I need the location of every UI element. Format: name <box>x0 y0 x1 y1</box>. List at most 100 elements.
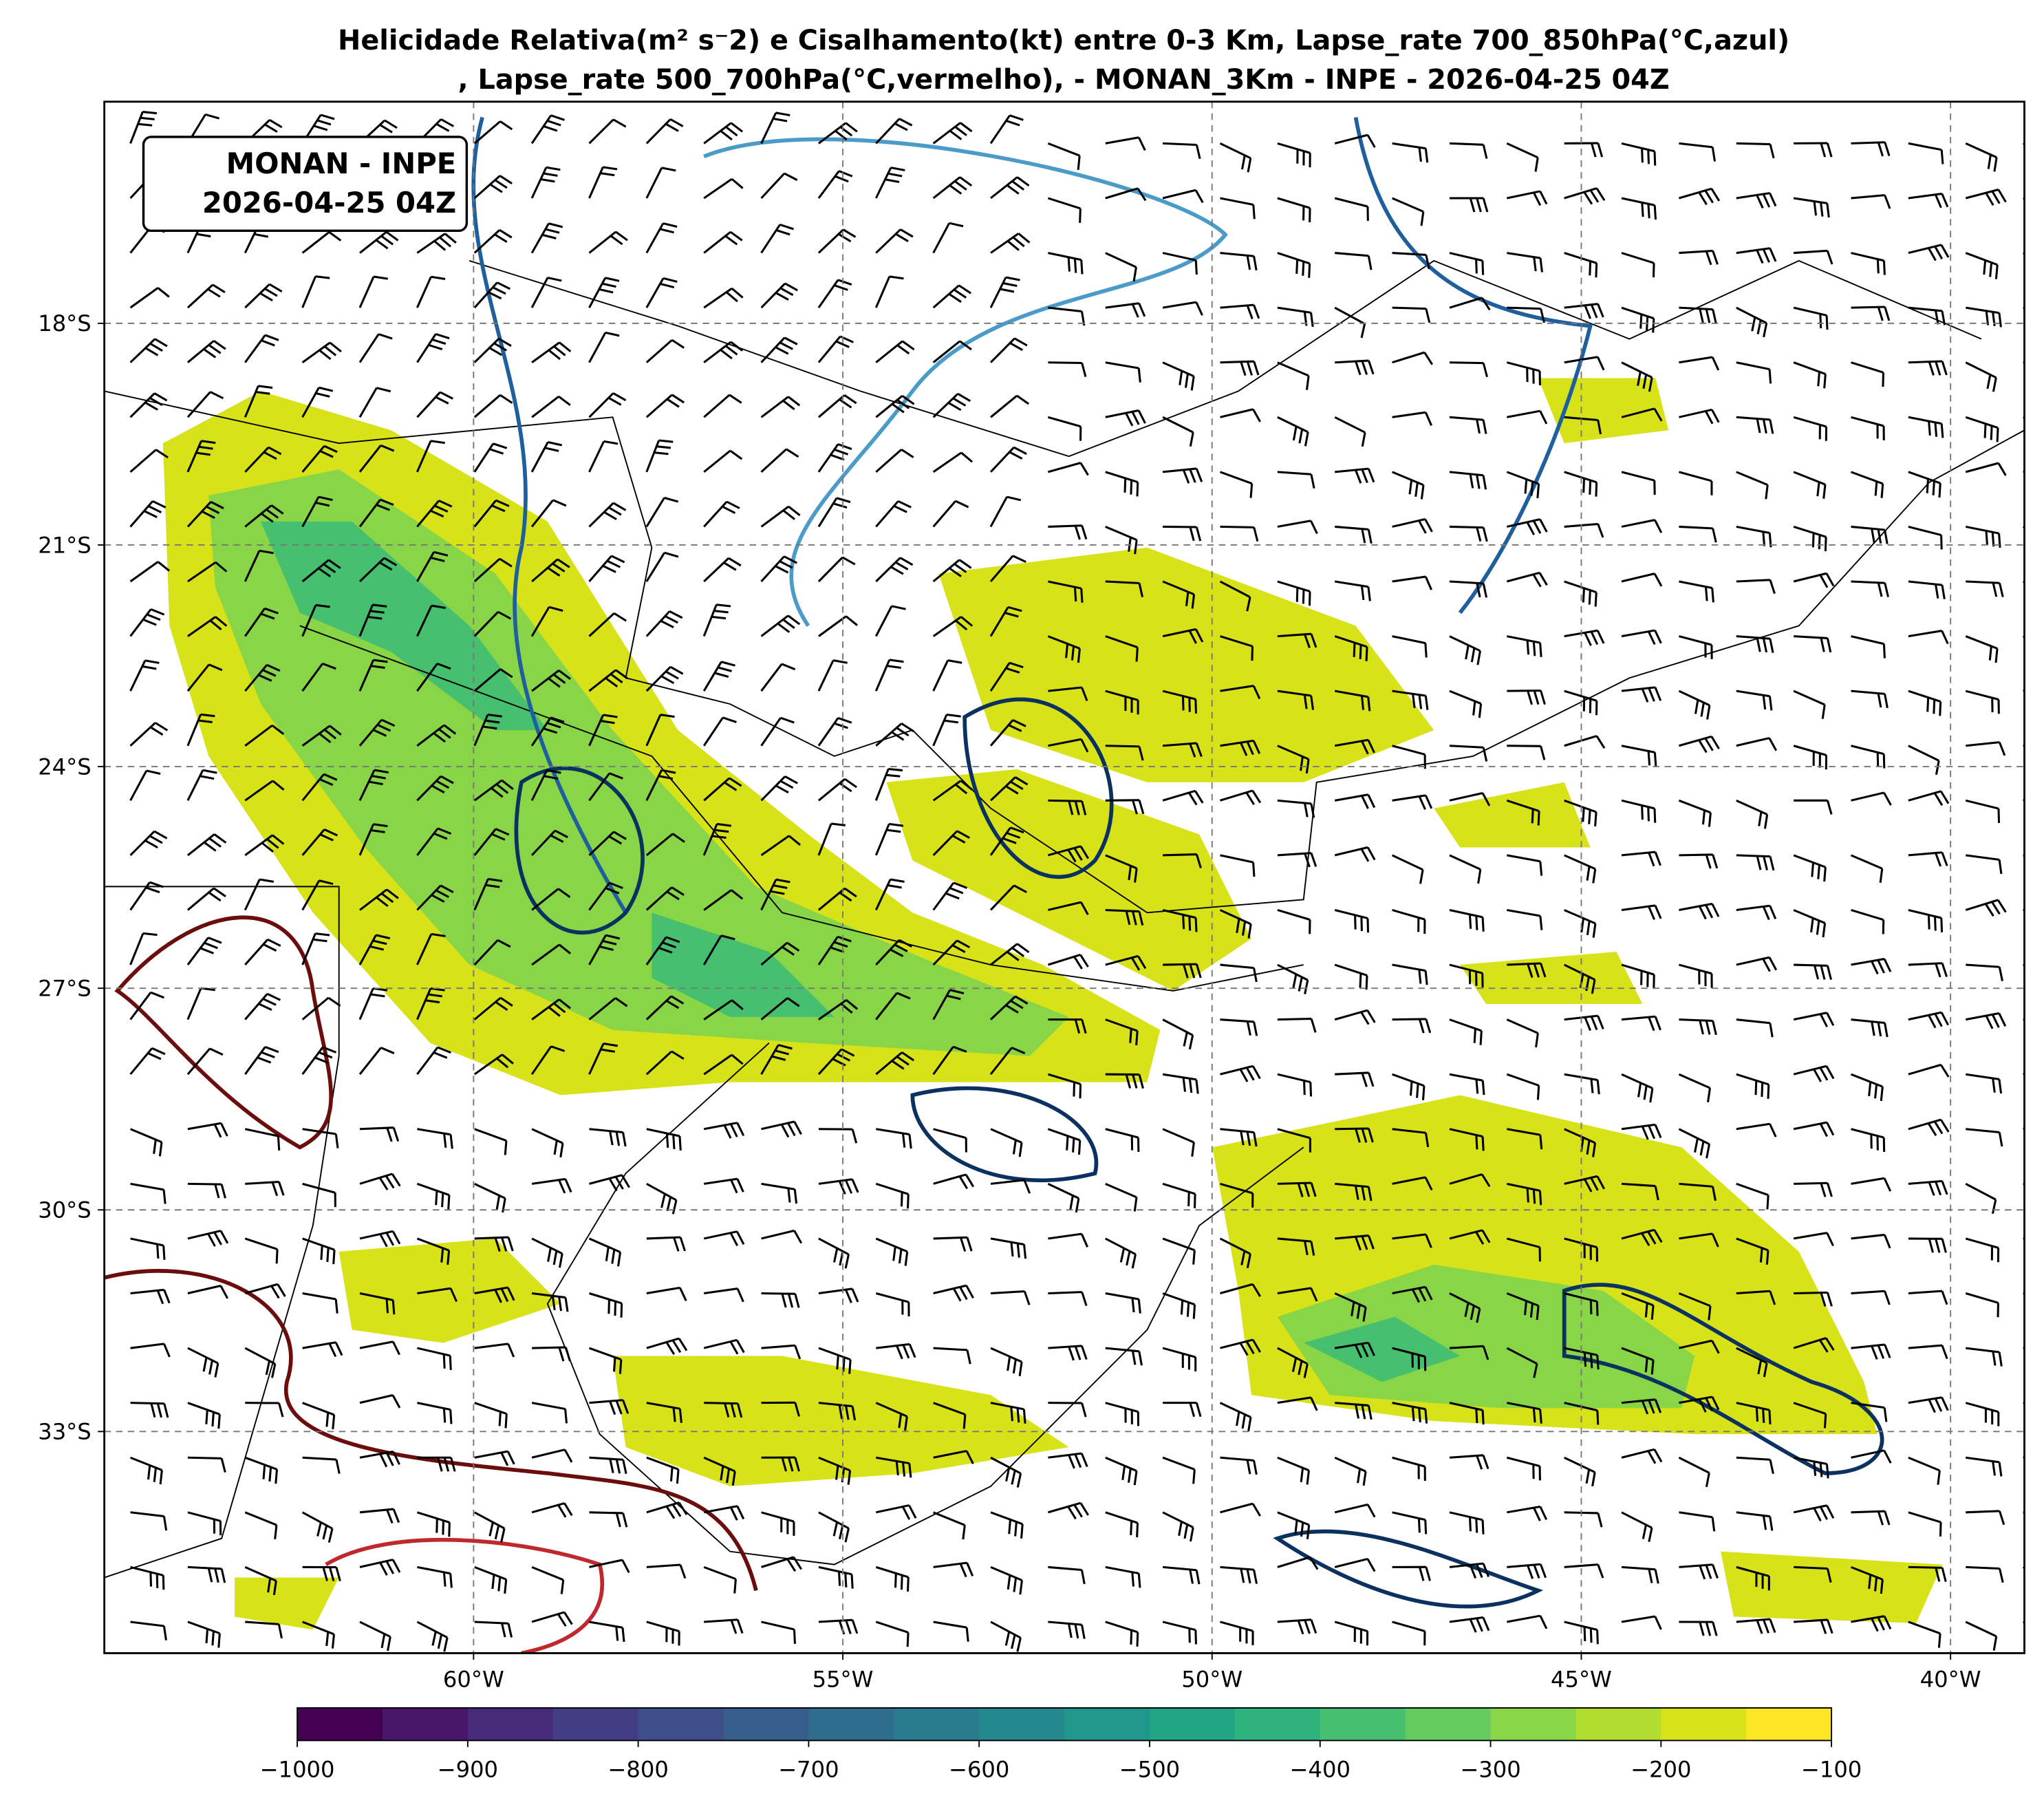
wind-barb <box>1965 361 1997 392</box>
wind-barb <box>1392 963 1428 985</box>
wind-barb <box>589 1511 628 1528</box>
label-line: MONAN - INPE <box>226 147 457 180</box>
wind-barb <box>531 1448 573 1463</box>
wind-barb <box>244 1045 279 1076</box>
wind-barb <box>1965 899 2007 917</box>
wind-barb <box>588 934 621 965</box>
wind-barb <box>1965 462 2007 476</box>
wind-barb <box>646 1563 687 1579</box>
wind-barb <box>990 1511 1024 1539</box>
wind-barb <box>1335 1182 1373 1201</box>
wind-barb <box>761 1621 796 1644</box>
wind-barb <box>244 1511 278 1540</box>
wind-barb <box>1277 471 1315 489</box>
wind-barb <box>301 341 342 363</box>
wind-barb <box>1392 689 1429 710</box>
wind-barb <box>1105 1456 1138 1486</box>
wind-barb <box>1851 958 1892 975</box>
wind-barb <box>1621 1123 1662 1140</box>
colorbar-swatch <box>1746 1708 1833 1741</box>
wind-barb <box>817 279 852 309</box>
wind-barb <box>1507 1505 1548 1521</box>
wind-barb <box>1793 854 1827 882</box>
wind-barb <box>875 939 913 966</box>
wind-barb <box>1048 361 1087 377</box>
wind-barb <box>1277 1618 1317 1635</box>
wind-barb <box>1851 909 1885 934</box>
wind-barb <box>1507 854 1543 876</box>
wind-barb <box>1277 1017 1317 1033</box>
wind-barb <box>474 1565 508 1594</box>
wind-barb <box>1564 1128 1597 1157</box>
wind-barb <box>703 1177 744 1194</box>
wind-barb <box>1506 1237 1541 1262</box>
wind-barb <box>1449 416 1487 434</box>
wind-barb <box>1621 407 1663 422</box>
wind-barb <box>1449 792 1491 806</box>
wind-barb <box>1564 1563 1604 1579</box>
wind-barb <box>1277 745 1310 774</box>
wind-barb <box>1908 962 1948 978</box>
wind-barb <box>1851 1128 1886 1152</box>
wind-barb <box>646 1402 682 1423</box>
wind-barb <box>473 828 510 856</box>
wind-barb <box>703 500 740 528</box>
y-tick-label: 27°S <box>38 976 91 1002</box>
wind-barb <box>1736 904 1777 921</box>
wind-barb <box>416 440 445 473</box>
wind-barb <box>1047 416 1082 441</box>
wind-barb <box>473 281 510 309</box>
wind-barb <box>1908 1063 1950 1078</box>
wind-barb <box>1793 416 1828 441</box>
wind-barb <box>474 1621 513 1638</box>
wind-barb <box>2022 1566 2025 1569</box>
wind-barb <box>933 1128 967 1153</box>
wind-barb <box>1392 1018 1432 1034</box>
wind-barb <box>645 167 676 199</box>
wind-barb <box>1679 1396 1720 1413</box>
wind-barb <box>1679 902 1720 920</box>
wind-barb <box>1851 1615 1892 1632</box>
wind-barb <box>1793 1121 1835 1137</box>
y-tick-label: 18°S <box>38 310 91 336</box>
wind-barb <box>1449 580 1488 598</box>
wind-barb <box>646 1456 680 1484</box>
wind-barb <box>130 1402 169 1418</box>
wind-barb <box>2023 361 2025 364</box>
wind-barb <box>531 1402 568 1424</box>
wind-barb <box>1908 1396 1949 1413</box>
wind-barb <box>989 446 1027 473</box>
wind-barb <box>760 878 790 911</box>
wind-barb <box>817 170 853 199</box>
wind-barb <box>129 392 168 418</box>
wind-barb <box>1277 142 1311 168</box>
wind-barb <box>244 878 275 911</box>
wind-barb <box>645 277 678 308</box>
wind-barb <box>1449 1345 1489 1360</box>
wind-barb <box>588 440 618 473</box>
wind-barb <box>1449 1616 1490 1633</box>
wind-barb <box>818 1237 850 1269</box>
wind-barb <box>416 827 452 856</box>
wind-barb <box>703 231 743 254</box>
wind-barb <box>1908 580 1946 599</box>
wind-barb <box>876 1456 912 1478</box>
wind-barb <box>1048 1452 1088 1469</box>
wind-barb <box>1277 1182 1317 1197</box>
wind-barb <box>588 1237 622 1267</box>
wind-barb <box>1162 908 1198 932</box>
wind-barb <box>1736 142 1775 159</box>
wind-barb <box>1793 572 1835 588</box>
wind-barb <box>588 555 625 583</box>
wind-barb <box>1334 793 1376 809</box>
wind-barb <box>1449 1073 1485 1095</box>
wind-barb <box>875 1051 915 1076</box>
wind-barb <box>1966 1565 2004 1583</box>
wind-barb <box>244 724 285 747</box>
wind-barb <box>1047 1128 1082 1155</box>
wind-barb <box>875 557 914 583</box>
wind-barb <box>1908 244 1950 261</box>
wind-barb <box>473 877 503 911</box>
y-tick-label: 30°S <box>38 1197 91 1223</box>
wind-barb <box>186 340 226 363</box>
